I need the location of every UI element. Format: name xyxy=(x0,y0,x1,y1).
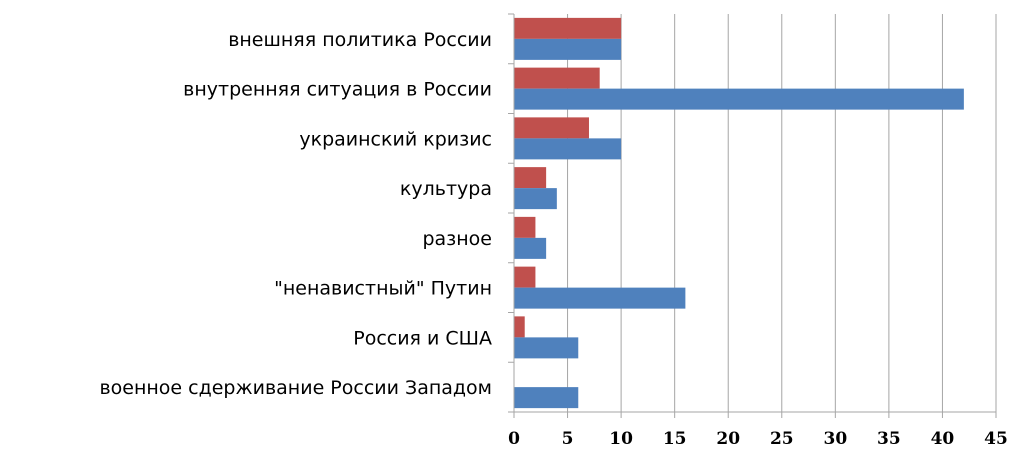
bar-series2-3 xyxy=(514,188,557,210)
bar-series2-1 xyxy=(514,88,964,110)
bar-series2-2 xyxy=(514,138,622,160)
x-tick-label: 25 xyxy=(770,429,794,449)
category-label: разное xyxy=(422,228,492,250)
bar-series2-7 xyxy=(514,387,579,409)
bar-series1-0 xyxy=(514,17,622,39)
bar-series1-2 xyxy=(514,117,589,139)
category-label: культура xyxy=(400,178,492,200)
x-tick-label: 45 xyxy=(984,429,1008,449)
x-tick-label: 15 xyxy=(663,429,687,449)
category-label: внутренняя ситуация в России xyxy=(183,79,492,101)
x-tick-label: 0 xyxy=(508,429,520,449)
bar-series2-4 xyxy=(514,237,547,259)
category-label: внешняя политика России xyxy=(228,29,492,51)
category-label: Россия и США xyxy=(353,327,492,349)
bar-series2-0 xyxy=(514,38,622,60)
bar-series1-1 xyxy=(514,67,600,89)
x-tick-label: 20 xyxy=(716,429,740,449)
bar-series1-3 xyxy=(514,167,547,189)
bar-series1-5 xyxy=(514,266,536,288)
category-label: военное сдерживание России Западом xyxy=(99,377,492,399)
bar-series1-4 xyxy=(514,216,536,238)
bar-series2-5 xyxy=(514,287,686,309)
x-tick-label: 5 xyxy=(562,429,574,449)
x-tick-label: 35 xyxy=(877,429,901,449)
x-tick-label: 40 xyxy=(931,429,955,449)
bar-series2-6 xyxy=(514,337,579,359)
bar-series1-6 xyxy=(514,316,525,338)
x-tick-label: 30 xyxy=(823,429,847,449)
category-label: украинский кризис xyxy=(299,128,492,150)
category-label: "ненавистный" Путин xyxy=(274,278,492,300)
x-tick-label: 10 xyxy=(609,429,633,449)
